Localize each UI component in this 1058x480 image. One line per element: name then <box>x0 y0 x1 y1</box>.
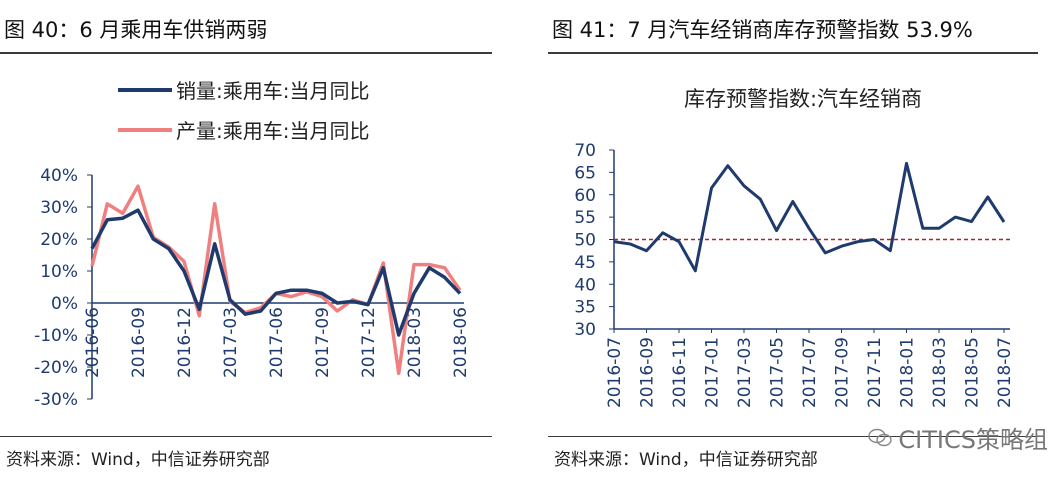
y-tick-label: 40 <box>574 275 596 295</box>
y-tick-label: -30% <box>34 390 78 410</box>
legend-label: 产量:乘用车:当月同比 <box>176 119 369 143</box>
y-tick-label: 35 <box>574 298 596 318</box>
wechat-icon <box>868 428 893 446</box>
x-tick-label: 2018-01 <box>898 337 918 408</box>
x-tick-label: 2017-09 <box>313 307 333 378</box>
y-tick-label: 50 <box>574 231 596 251</box>
right-chart-title: 图 41：7 月汽车经销商库存预警指数 53.9% <box>552 18 973 42</box>
y-tick-label: 30% <box>40 198 78 218</box>
x-tick-label: 2017-12 <box>359 307 379 378</box>
x-tick-label: 2016-07 <box>605 337 625 408</box>
right-source-note: 资料来源：Wind，中信证券研究部 <box>554 450 818 470</box>
y-tick-label: 65 <box>574 163 596 183</box>
x-tick-label: 2017-03 <box>221 307 241 378</box>
x-tick-label: 2017-01 <box>703 337 723 408</box>
x-tick-label: 2018-06 <box>451 307 471 378</box>
right-source-rule <box>548 436 1038 437</box>
y-tick-label: 45 <box>574 253 596 273</box>
watermark-text: CITICS策略组 <box>898 426 1048 454</box>
x-tick-label: 2018-05 <box>963 337 983 408</box>
x-tick-label: 2016-09 <box>638 337 658 408</box>
legend-item-production: 产量:乘用车:当月同比 <box>118 119 369 143</box>
left-chart-panel: 图 40：6 月乘用车供销两弱 销量:乘用车:当月同比 产量:乘用车:当月同比 -3… <box>0 0 500 480</box>
y-tick-label: 60 <box>574 186 596 206</box>
chart-inner-title: 库存预警指数:汽车经销商 <box>684 87 922 111</box>
x-tick-label: 2017-11 <box>865 337 885 408</box>
legend-item-sales: 销量:乘用车:当月同比 <box>118 79 369 103</box>
x-tick-label: 2018-07 <box>995 337 1015 408</box>
right-title-rule <box>548 52 1038 54</box>
x-tick-label: 2017-07 <box>800 337 820 408</box>
y-tick-label: 10% <box>40 262 78 282</box>
x-tick-label: 2017-09 <box>833 337 853 408</box>
y-tick-label: 40% <box>40 166 78 186</box>
left-title-rule <box>0 52 492 54</box>
left-source-rule <box>0 436 492 437</box>
right-chart-panel: 图 41：7 月汽车经销商库存预警指数 53.9% 库存预警指数:汽车经销商 30… <box>548 0 1058 480</box>
y-tick-label: 20% <box>40 230 78 250</box>
x-tick-label: 2018-03 <box>405 307 425 378</box>
x-tick-label: 2016-09 <box>129 307 149 378</box>
y-tick-label: -10% <box>34 326 78 346</box>
series-line-inventory-index <box>613 161 1006 273</box>
x-tick-label: 2016-06 <box>83 307 103 378</box>
y-tick-label: 70 <box>574 141 596 161</box>
y-tick-label: -20% <box>34 358 78 378</box>
x-tick-label: 2018-03 <box>930 337 950 408</box>
left-source-note: 资料来源：Wind，中信证券研究部 <box>6 450 270 470</box>
x-tick-label: 2017-03 <box>735 337 755 408</box>
y-tick-label: 30 <box>574 320 596 340</box>
x-tick-label: 2016-11 <box>670 337 690 408</box>
x-tick-label: 2016-12 <box>175 307 195 378</box>
y-tick-label: 0% <box>51 294 78 314</box>
watermark: CITICS策略组 <box>868 420 1048 455</box>
x-tick-label: 2017-06 <box>267 307 287 378</box>
series-line-sales <box>90 208 462 337</box>
legend-label: 销量:乘用车:当月同比 <box>176 79 369 103</box>
left-chart-title: 图 40：6 月乘用车供销两弱 <box>4 18 268 42</box>
y-tick-label: 55 <box>574 208 596 228</box>
x-tick-label: 2017-05 <box>768 337 788 408</box>
